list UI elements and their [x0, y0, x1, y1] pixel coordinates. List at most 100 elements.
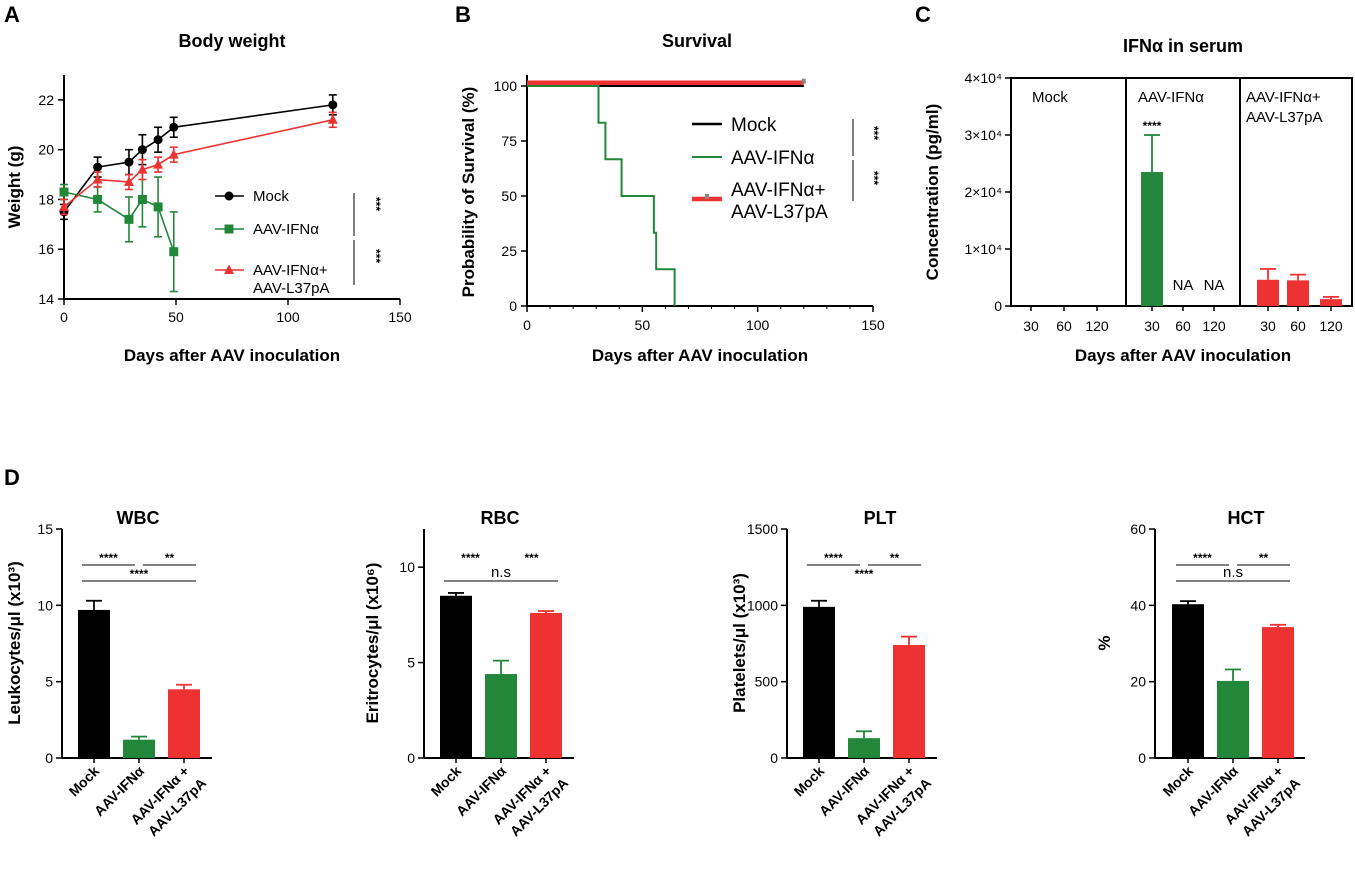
legend-label: AAV-IFNα: [253, 221, 319, 238]
legend-label: AAV-L37pA: [731, 202, 828, 223]
significance-label: ****: [130, 567, 149, 581]
x-tick-label: Mock: [65, 763, 102, 800]
bar: [893, 645, 925, 758]
significance-label: ****: [824, 551, 843, 565]
y-tick-label: 20: [1130, 674, 1146, 690]
x-tick-label: 50: [635, 317, 651, 333]
x-tick-label: 100: [746, 317, 770, 333]
panel-label-a: A: [4, 2, 20, 27]
data-point: [327, 114, 338, 124]
x-tick-label: 60: [1175, 318, 1191, 334]
y-tick-label: 14: [38, 291, 54, 307]
y-tick-label: 10: [37, 597, 53, 613]
bar: [803, 606, 835, 758]
y-axis-label: Probability of Survival (%): [459, 87, 478, 298]
bar: [1020, 305, 1042, 306]
panel-label-c: C: [915, 2, 931, 27]
series-line: [63, 104, 333, 213]
chart-title: Body weight: [179, 31, 286, 51]
y-axis-label: Eritrocytes/μl (x10⁶): [363, 563, 382, 724]
y-tick-label: 20: [38, 142, 54, 158]
legend-label: AAV-IFNα: [731, 148, 814, 169]
significance-label: ****: [99, 551, 118, 565]
survival-chart: Survival 0 25 50 75 100 0 50 100 150 Days after AA…: [459, 31, 885, 365]
significance-label: ***: [867, 126, 881, 140]
y-tick-label: 18: [38, 191, 54, 207]
bar: [1287, 280, 1309, 306]
y-tick-label: 10: [399, 559, 415, 575]
y-axis-label: %: [1095, 635, 1114, 650]
data-point: [169, 247, 179, 257]
panel-label-b: B: [455, 2, 471, 27]
group-label: AAV-IFNα+: [1246, 89, 1321, 106]
y-tick-label: 0: [994, 298, 1002, 314]
legend-marker: [224, 191, 234, 201]
legend-marker: [224, 224, 234, 234]
bar: [1217, 680, 1249, 758]
y-tick-label: 75: [501, 133, 517, 149]
x-tick-label: 100: [276, 309, 300, 325]
bar: [530, 612, 562, 758]
y-tick-label: 1000: [747, 597, 778, 613]
y-tick-label: 4×10⁴: [964, 70, 1002, 86]
survival-curve: [527, 85, 676, 306]
significance-label: **: [890, 551, 900, 565]
data-point: [168, 149, 179, 159]
series-line: [63, 119, 333, 208]
x-tick-label: 30: [1144, 318, 1160, 334]
panel-label-d: D: [4, 465, 20, 490]
y-tick-label: 1×10⁴: [964, 241, 1002, 257]
data-point: [59, 201, 69, 211]
x-tick-label: 0: [523, 317, 531, 333]
group-label: AAV-IFNα: [1138, 89, 1204, 106]
bar: [78, 609, 110, 758]
y-tick-label: 25: [501, 243, 517, 259]
significance-label: ****: [1193, 551, 1212, 565]
bar: [168, 689, 200, 758]
data-point: [124, 214, 134, 224]
y-tick-label: 0: [45, 750, 53, 766]
data-point: [93, 194, 103, 204]
x-tick-label: 0: [60, 309, 68, 325]
chart-title: HCT: [1228, 508, 1265, 528]
data-point: [124, 157, 134, 167]
x-tick-label: 60: [1290, 318, 1306, 334]
data-point: [137, 194, 147, 204]
bar: [1262, 627, 1294, 758]
significance-label: **: [1259, 551, 1269, 565]
bar: [1257, 279, 1279, 306]
chart-title: PLT: [864, 508, 897, 528]
chart-title: RBC: [481, 508, 520, 528]
censor-mark: [801, 78, 806, 84]
y-tick-label: 60: [1130, 521, 1146, 537]
x-tick-label: 30: [1260, 318, 1276, 334]
data-point: [93, 162, 103, 172]
bar: [1086, 305, 1108, 306]
bar: [848, 738, 880, 758]
body-weight-chart: Body weight 14 16 18 20 22 0 50 100 150 Days after…: [5, 31, 412, 365]
data-point: [153, 135, 163, 145]
group-label: Mock: [1032, 89, 1068, 106]
y-tick-label: 1500: [747, 521, 778, 537]
na-label: NA: [1173, 277, 1194, 294]
x-tick-label: 50: [168, 309, 184, 325]
data-point: [137, 164, 148, 174]
bar: [1320, 299, 1342, 306]
x-tick-label: 120: [1319, 318, 1343, 334]
significance-label: ***: [867, 171, 881, 185]
y-tick-label: 15: [37, 521, 53, 537]
x-axis-label: Days after AAV inoculation: [1075, 346, 1291, 365]
significance-label: ***: [369, 249, 383, 263]
significance-label: ***: [369, 197, 383, 211]
legend-label: AAV-IFNα+: [731, 180, 826, 201]
group-label: AAV-L37pA: [1246, 109, 1322, 126]
data-point: [137, 145, 147, 155]
y-tick-label: 0: [407, 750, 415, 766]
y-axis-label: Platelets/μl (x10³): [730, 573, 749, 713]
y-tick-label: 5: [45, 674, 53, 690]
bar: [1141, 172, 1163, 306]
bar: [440, 595, 472, 758]
bar: [1053, 305, 1075, 306]
